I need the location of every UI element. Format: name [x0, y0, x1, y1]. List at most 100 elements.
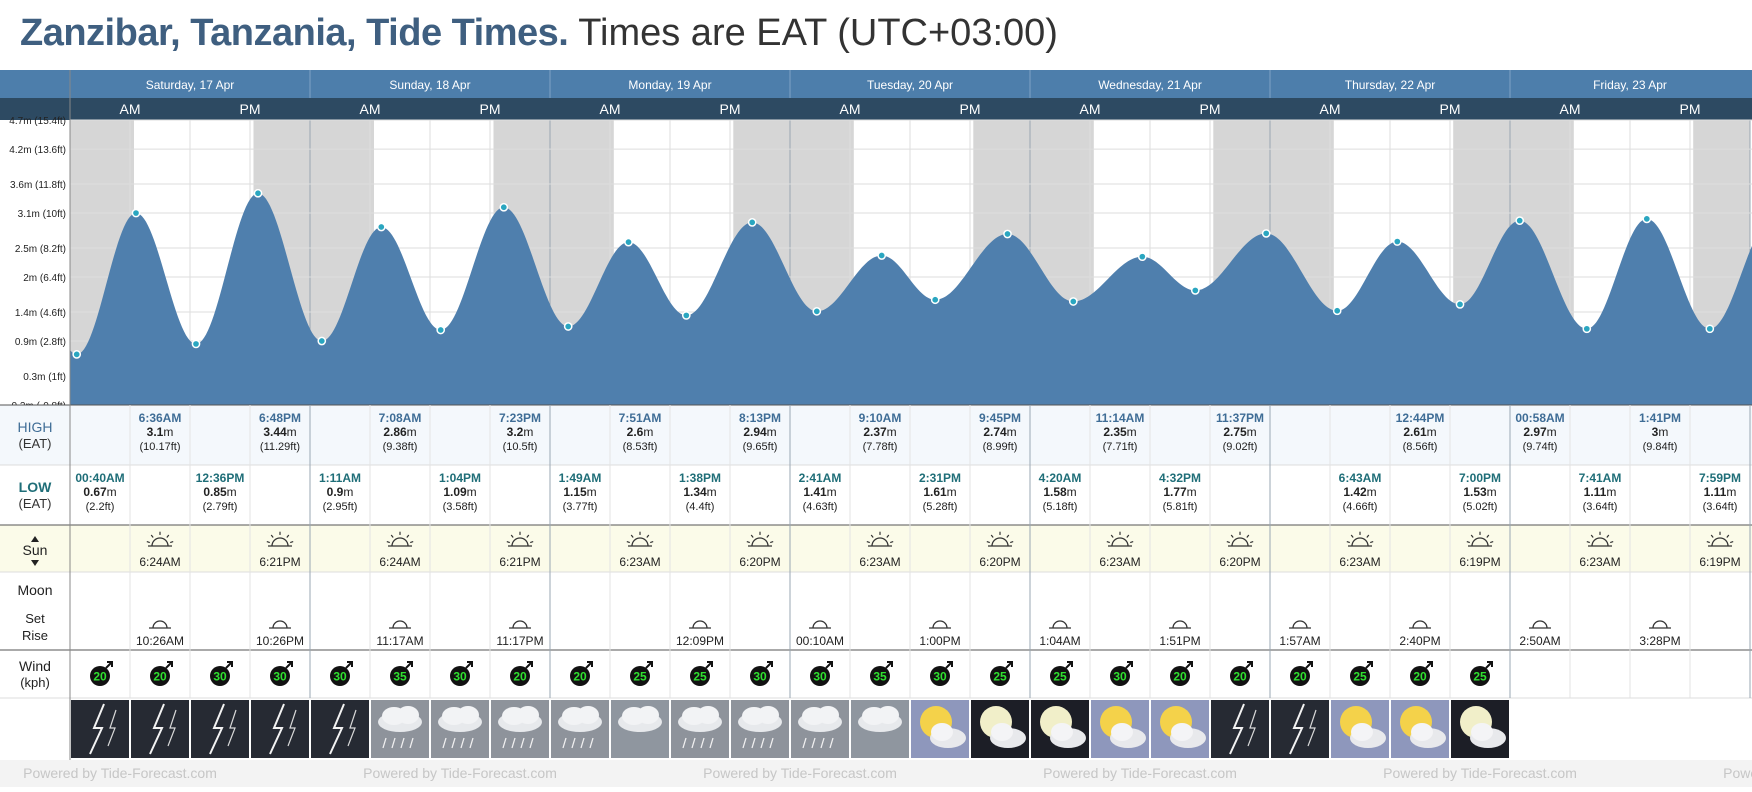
moon-time: 2:40PM [1399, 634, 1440, 648]
wind-direction-icon [225, 661, 233, 669]
wind-direction-icon [585, 661, 593, 669]
wind-badge [1470, 666, 1490, 686]
wind-speed: 35 [873, 670, 887, 684]
sun-ray [386, 541, 390, 544]
rain-drop [529, 737, 534, 749]
high-tide-time: 8:13PM [739, 411, 781, 425]
low-tide-height-ft: (3.64ft) [1583, 501, 1618, 513]
rain-drop [829, 737, 834, 749]
sun-ray [1126, 534, 1130, 538]
sun-arc [151, 537, 169, 547]
low-tide-time: 2:31PM [919, 471, 961, 485]
low-tide-time: 4:20AM [1039, 471, 1082, 485]
sun-ray [1130, 541, 1134, 544]
rain-drop [502, 737, 507, 749]
high-tide-time: 00:58AM [1515, 411, 1564, 425]
high-tide-height-ft: (10.17ft) [140, 441, 181, 453]
high-tide-time: 7:08AM [379, 411, 422, 425]
wind-direction-icon [945, 661, 953, 669]
half-day-label: PM [240, 101, 261, 117]
high-tide-point [1261, 229, 1271, 238]
sun-ray [870, 534, 874, 538]
high-tide-height: 2.61m [1403, 425, 1436, 439]
wind-badge [210, 666, 230, 686]
lightning-bolt [1229, 703, 1245, 755]
high-tide-height-ft: (9.38ft) [383, 441, 418, 453]
wind-badge [570, 666, 590, 686]
sun-arc [1231, 537, 1249, 547]
sunset-icon [746, 531, 774, 547]
cloud-shape [991, 723, 1013, 741]
rain-drop [571, 737, 576, 749]
wind-direction-icon [825, 661, 833, 669]
wind-direction-icon [285, 661, 293, 669]
rain-drop [709, 737, 714, 749]
wind-badge [270, 666, 290, 686]
sun-ray [650, 541, 654, 544]
sun-arc [391, 537, 409, 547]
sun-ray [770, 541, 774, 544]
low-tide-height-ft: (5.18ft) [1043, 501, 1078, 513]
low-tide-height-ft: (4.66ft) [1343, 501, 1378, 513]
half-day-label: PM [1680, 101, 1701, 117]
sun-ray [1730, 541, 1734, 544]
rain-drop [400, 737, 405, 749]
sunset-time: 6:20PM [1219, 555, 1260, 569]
sunset-icon [266, 531, 294, 547]
moon-icon [149, 620, 171, 629]
sun-up-arrow-icon [31, 536, 39, 542]
half-day-label: AM [1080, 101, 1101, 117]
half-day-label: PM [1200, 101, 1221, 117]
y-tick-label: 0.3m (1ft) [23, 372, 66, 383]
y-tick-label: 3.1m (10ft) [18, 209, 66, 220]
wind-badge [330, 666, 350, 686]
y-tick-label: 4.2m (13.6ft) [9, 145, 66, 156]
footer-watermark: Powered by Tide-Forecast.com [23, 765, 217, 781]
sun-arc [1591, 537, 1609, 547]
high-tide-height: 2.86m [383, 425, 416, 439]
wind-badge [990, 666, 1010, 686]
lightning-bolt [347, 709, 357, 747]
low-tide-point [317, 336, 327, 346]
lightning-bolt [1247, 709, 1257, 747]
high-tide-height-ft: (9.02ft) [1223, 441, 1258, 453]
wind-badge [150, 666, 170, 686]
sun-ray [886, 534, 890, 538]
cloud-shape [1351, 723, 1373, 741]
low-tide-time: 7:59PM [1699, 471, 1741, 485]
low-tide-point [1582, 324, 1592, 334]
half-day-label: PM [480, 101, 501, 117]
high-tide-height-ft: (8.53ft) [623, 441, 658, 453]
high-tide-time: 1:41PM [1639, 411, 1681, 425]
moon-arc [1052, 620, 1068, 629]
sun-ray [630, 534, 634, 538]
wind-badge [1290, 666, 1310, 686]
day-header-label: Sunday, 18 Apr [389, 78, 470, 92]
sun-ray [990, 534, 994, 538]
wind-speed: 25 [693, 670, 707, 684]
sun-arc [1111, 537, 1129, 547]
moon-arc [272, 620, 288, 629]
high-row-sublabel: (EAT) [19, 436, 52, 451]
wind-badge [1350, 666, 1370, 686]
low-tide-point [1190, 286, 1200, 295]
lightning-bolt [1289, 703, 1305, 755]
high-tide-height-ft: (7.71ft) [1103, 441, 1138, 453]
high-tide-point [877, 251, 887, 260]
cloud-shape [757, 706, 779, 724]
low-tide-height-ft: (2.79ft) [203, 501, 238, 513]
wind-speed: 20 [1173, 670, 1187, 684]
moon-icon [929, 620, 951, 629]
wind-badge [450, 666, 470, 686]
location-title: Zanzibar, Tanzania, Tide Times. [20, 12, 569, 54]
wind-speed: 35 [393, 670, 407, 684]
sun-ray [150, 534, 154, 538]
ampm-header-band [0, 98, 1752, 120]
low-tide-time: 7:41AM [1579, 471, 1622, 485]
half-day-label: AM [840, 101, 861, 117]
sunset-time: 6:19PM [1699, 555, 1740, 569]
y-tick-label: 3.6m (11.8ft) [10, 180, 66, 191]
high-tide-time: 11:14AM [1096, 411, 1145, 425]
moon-arc [1172, 620, 1188, 629]
footer-watermark: Powered by Tide-Forecast.com [363, 765, 557, 781]
